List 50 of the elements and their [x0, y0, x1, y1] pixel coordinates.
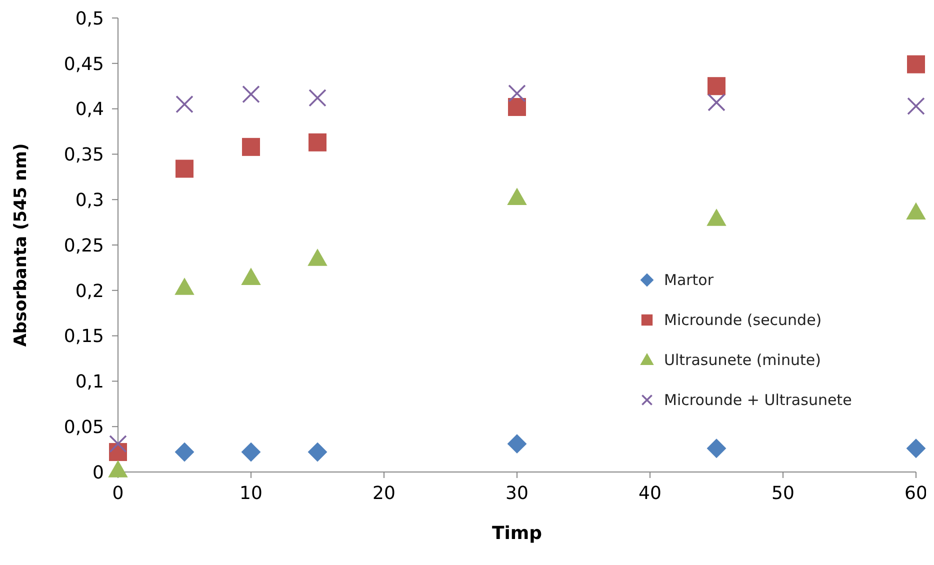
x-tick-label: 0: [112, 482, 124, 504]
x-tick-label: 30: [506, 482, 528, 504]
y-tick-label: 0: [92, 462, 104, 484]
y-tick-label: 0,1: [75, 372, 104, 393]
point: [308, 249, 327, 266]
point: [906, 202, 926, 220]
y-tick-label: 0,4: [75, 99, 104, 120]
point: [109, 434, 127, 453]
point: [176, 160, 194, 178]
point: [707, 209, 726, 226]
point: [508, 98, 526, 116]
point: [708, 77, 726, 96]
point: [508, 188, 526, 206]
point: [708, 94, 726, 112]
point: [907, 97, 925, 115]
y-tick-label: 0,15: [64, 326, 104, 348]
x-tick-label: 40: [638, 482, 662, 504]
legend-label: Ultrasunete (minute): [664, 351, 821, 369]
y-tick-label: 0,2: [75, 280, 104, 302]
y-tick-label: 0,3: [75, 190, 104, 211]
point: [308, 133, 326, 152]
point: [175, 442, 194, 462]
y-axis-title: Absorbanta (545 nm): [11, 143, 32, 347]
legend-label: Microunde + Ultrasunete: [664, 391, 852, 409]
legend-label: Microunde (secunde): [664, 311, 822, 329]
point: [242, 268, 260, 285]
x-axis-title: Timp: [492, 523, 542, 544]
legend-label: Martor: [664, 271, 714, 289]
point: [707, 438, 726, 458]
point: [907, 55, 925, 74]
x-tick-label: 50: [772, 482, 794, 504]
point: [108, 460, 128, 478]
point: [308, 442, 327, 462]
y-tick-label: 0,25: [64, 235, 104, 256]
point: [906, 438, 926, 458]
point: [308, 89, 326, 107]
point: [175, 278, 194, 295]
y-tick-label: 0,35: [64, 144, 104, 166]
point: [176, 95, 194, 114]
y-tick-label: 0,5: [75, 8, 104, 30]
point: [508, 84, 526, 102]
x-tick-label: 10: [240, 482, 262, 504]
y-tick-label: 0,05: [64, 416, 104, 438]
point: [508, 434, 526, 454]
x-tick-label: 60: [904, 482, 928, 504]
y-tick-label: 0,45: [64, 54, 104, 75]
point: [242, 85, 260, 104]
x-tick-label: 20: [372, 482, 396, 504]
point: [242, 442, 260, 462]
point: [242, 138, 260, 156]
